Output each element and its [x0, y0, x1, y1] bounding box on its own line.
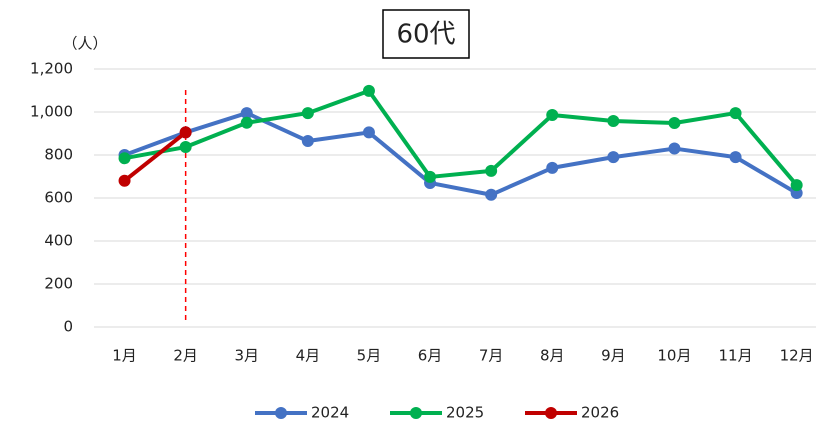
x-tick-label: 8月 — [540, 347, 565, 365]
point — [301, 107, 314, 120]
x-tick-label: 12月 — [780, 347, 814, 365]
series-line — [123, 130, 187, 183]
legend-label: 2026 — [581, 404, 619, 422]
x-tick-label: 5月 — [357, 347, 382, 365]
y-tick-label: 400 — [44, 232, 73, 250]
point — [668, 142, 681, 155]
y-tick-label: 200 — [44, 275, 73, 293]
legend-label: 2024 — [311, 404, 349, 422]
point — [485, 164, 498, 177]
point — [118, 174, 131, 187]
point — [179, 141, 192, 154]
x-tick-label: 2月 — [173, 347, 198, 365]
x-tick-label: 10月 — [657, 347, 691, 365]
x-tick-label: 6月 — [418, 347, 443, 365]
point — [362, 84, 375, 97]
point — [301, 135, 314, 148]
x-tick-label: 3月 — [234, 347, 259, 365]
y-tick-label: 800 — [44, 146, 73, 164]
title-box — [382, 9, 470, 59]
point — [546, 161, 559, 174]
series-line — [123, 111, 798, 197]
point — [607, 151, 620, 164]
point — [485, 188, 498, 201]
x-tick-label: 11月 — [719, 347, 753, 365]
legend-marker — [545, 407, 557, 419]
y-tick-label: 1,200 — [30, 60, 73, 78]
legend-marker — [275, 407, 287, 419]
point — [729, 107, 742, 120]
x-tick-label: 4月 — [296, 347, 321, 365]
point — [362, 126, 375, 139]
legend-marker — [410, 407, 422, 419]
point — [118, 152, 131, 165]
chart-title: 60代 — [396, 20, 455, 50]
point — [179, 126, 192, 139]
point — [546, 109, 559, 122]
series-line — [124, 88, 799, 187]
point — [424, 170, 437, 183]
legend-label: 2025 — [446, 404, 484, 422]
x-tick-label: 9月 — [601, 347, 626, 365]
point — [790, 179, 803, 192]
point — [240, 116, 253, 129]
point — [240, 107, 253, 120]
point — [668, 116, 681, 129]
y-tick-label: 1,000 — [30, 103, 73, 121]
point — [729, 151, 742, 164]
x-tick-label: 7月 — [479, 347, 504, 365]
x-tick-label: 1月 — [112, 347, 137, 365]
y-axis-label: （人） — [62, 35, 107, 53]
y-tick-label: 600 — [44, 189, 73, 207]
point — [607, 115, 620, 128]
y-tick-label: 0 — [63, 318, 73, 336]
